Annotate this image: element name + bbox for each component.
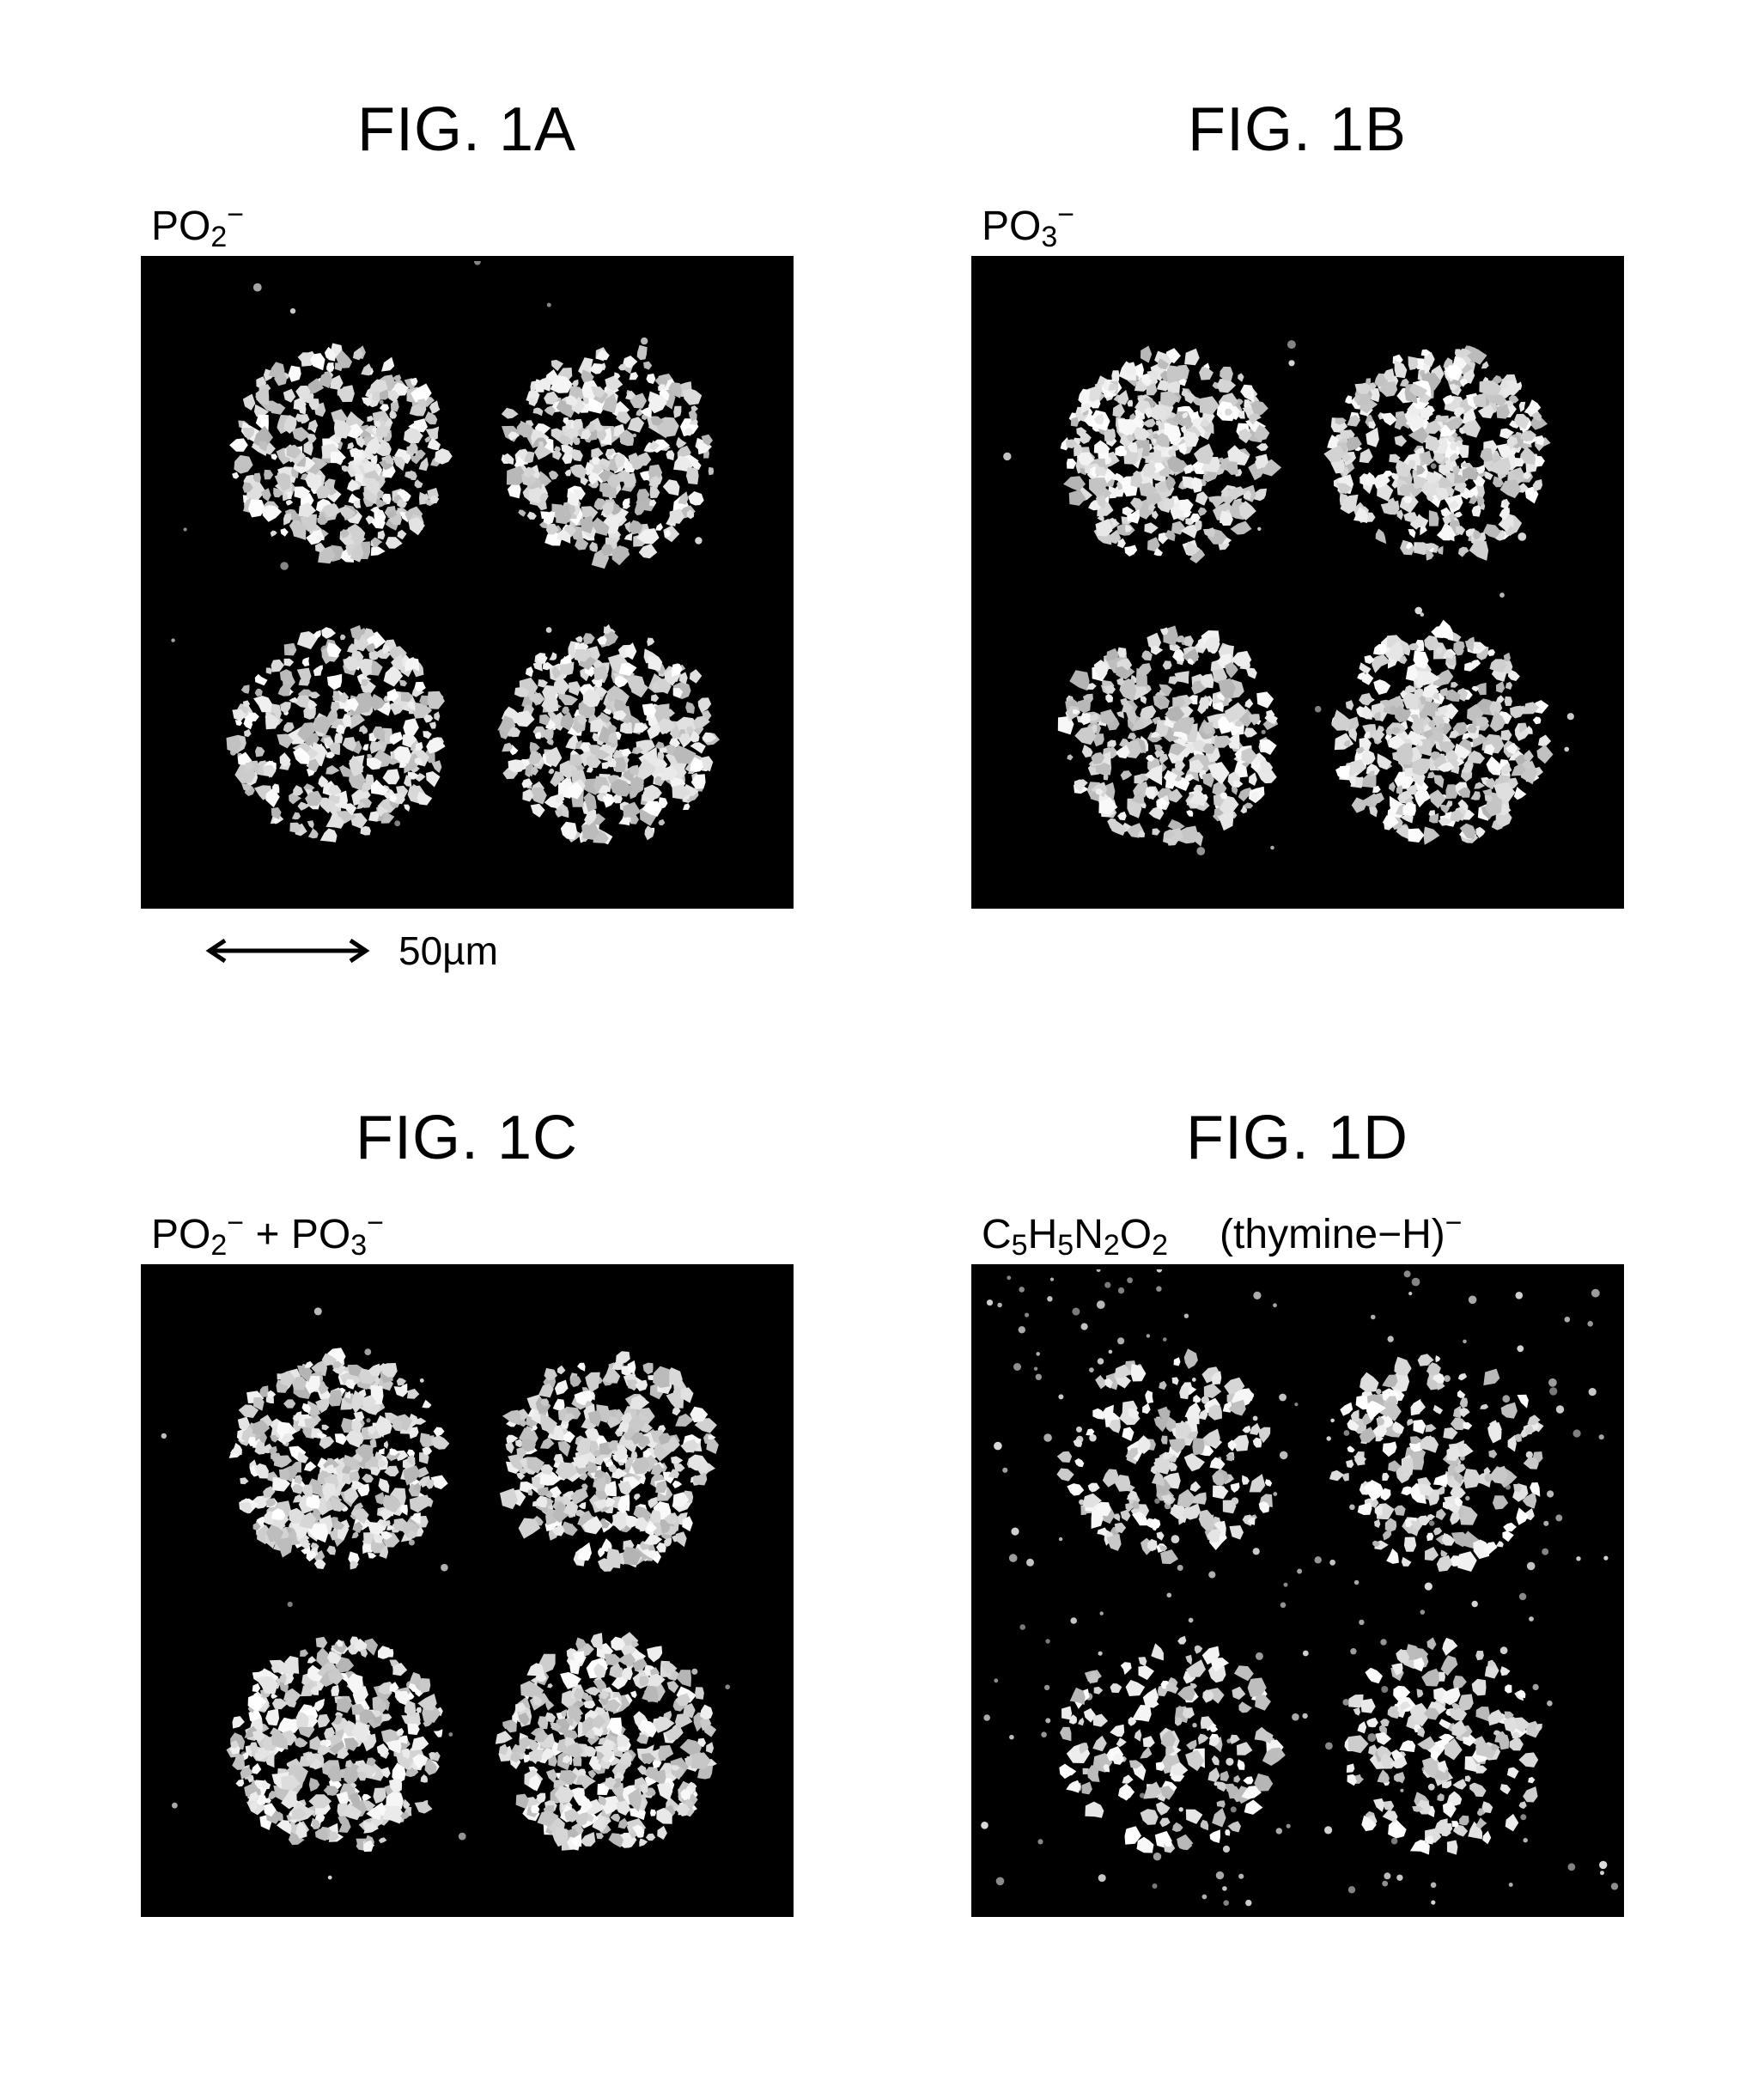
scalebar-label: 50µm: [398, 928, 498, 974]
figure-grid: FIG. 1A PO2− 50µm FIG. 1B PO3− FIG. 1C P…: [103, 94, 1661, 1978]
fig-title-1a: FIG. 1A: [357, 94, 576, 165]
scalebar-1a: 50µm: [198, 928, 498, 974]
fig-image-1a: [141, 256, 794, 909]
fig-title-1d: FIG. 1D: [1186, 1103, 1408, 1173]
scalebar-arrow-icon: [198, 935, 378, 966]
fig-subtitle-1c: PO2− + PO3−: [151, 1197, 384, 1249]
fig-subtitle-1a: PO2−: [151, 189, 244, 240]
fig-image-1c: [141, 1264, 794, 1917]
fig-title-1c: FIG. 1C: [356, 1103, 578, 1173]
fig-image-1d: [971, 1264, 1624, 1917]
panel-fig-1c: FIG. 1C PO2− + PO3−: [103, 1103, 830, 1978]
fig-subtitle-1b: PO3−: [982, 189, 1074, 240]
panel-fig-1a: FIG. 1A PO2− 50µm: [103, 94, 830, 974]
figure-page: FIG. 1A PO2− 50µm FIG. 1B PO3− FIG. 1C P…: [0, 0, 1764, 2081]
fig-image-1b: [971, 256, 1624, 909]
panel-fig-1d: FIG. 1D C5H5N2O2(thymine−H)−: [934, 1103, 1661, 1978]
panel-fig-1b: FIG. 1B PO3−: [934, 94, 1661, 974]
fig-title-1b: FIG. 1B: [1188, 94, 1407, 165]
fig-subtitle-1d: C5H5N2O2(thymine−H)−: [982, 1197, 1463, 1249]
